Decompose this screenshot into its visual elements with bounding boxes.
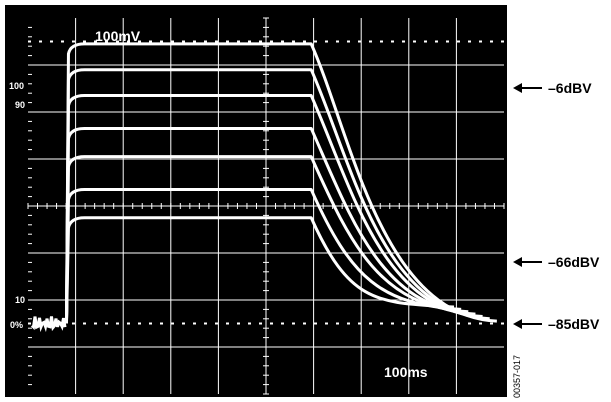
time-per-div-label: 100ms [384, 364, 428, 380]
annotation-top-label: –6dBV [548, 80, 592, 96]
annotation-bottom: –85dBV [513, 316, 600, 332]
trace-3 [64, 94, 483, 324]
trace-6 [64, 188, 462, 324]
ref-90-label: 90 [15, 100, 25, 110]
arrow-left-icon [513, 257, 522, 267]
trace-4 [64, 126, 476, 324]
volts-per-div-label: 100mV [95, 28, 141, 44]
ref-10-label: 10 [15, 295, 25, 305]
figure-id: 00357-017 [512, 355, 522, 398]
reference-dotted-lines [28, 40, 504, 325]
step-response-traces [64, 42, 497, 324]
trace-1 [64, 42, 497, 324]
ref-100-label: 100 [9, 81, 24, 91]
trace-7 [64, 216, 455, 324]
annotation-top: –6dBV [513, 80, 592, 96]
annotation-bottom-label: –85dBV [548, 316, 600, 332]
trace-2 [64, 68, 490, 324]
arrow-left-icon [513, 83, 522, 93]
noise-trace [30, 316, 67, 333]
baseline-noise [30, 316, 67, 333]
annotation-middle: –66dBV [513, 254, 600, 270]
ref-0-label: 0% [10, 320, 23, 330]
graticule [27, 17, 505, 395]
trace-5 [64, 155, 469, 324]
annotation-middle-label: –66dBV [548, 254, 600, 270]
arrow-left-icon [513, 319, 522, 329]
